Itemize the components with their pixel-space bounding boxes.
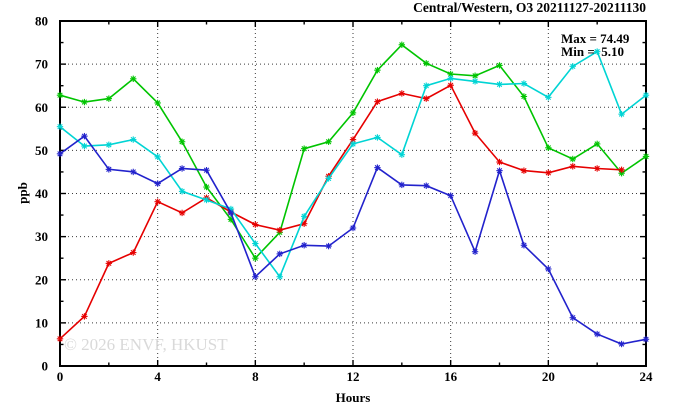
x-tick-label: 24 <box>640 369 654 384</box>
series-cyan <box>56 48 650 280</box>
y-tick-label: 40 <box>35 186 48 201</box>
y-axis-label: ppb <box>15 182 30 204</box>
series-red-markers <box>56 82 625 343</box>
series-blue-line <box>59 134 647 345</box>
gridlines <box>60 21 646 366</box>
y-tick-label: 60 <box>35 100 48 115</box>
tick-labels: 0 10 20 30 40 50 60 70 80 0 4 8 12 16 20 24 <box>35 14 653 385</box>
min-annotation: Min = 5.10 <box>561 44 624 59</box>
x-tick-label: 0 <box>57 369 64 384</box>
plot-border <box>59 20 647 367</box>
x-axis-label: Hours <box>336 390 371 405</box>
y-tick-label: 50 <box>35 143 48 158</box>
series-red <box>56 82 625 343</box>
y-tick-label: 70 <box>35 57 48 72</box>
chart-title: Central/Western, O3 20211127-20211130 <box>413 0 646 15</box>
chart-generated-layer: 0 10 20 30 40 50 60 70 80 0 4 8 12 16 20 24 <box>35 14 653 385</box>
max-annotation: Max = 74.49 <box>561 31 630 46</box>
watermark-text: © 2026 ENVF, HKUST <box>64 335 228 354</box>
y-tick-label: 30 <box>35 229 48 244</box>
y-tick-label: 10 <box>35 315 48 330</box>
y-tick-label: 80 <box>35 14 48 29</box>
series-blue <box>56 132 650 348</box>
y-tick-label: 0 <box>42 359 49 374</box>
y-tick-label: 20 <box>35 272 48 287</box>
series-red-line <box>59 84 622 340</box>
series-cyan-markers <box>56 48 650 280</box>
x-tick-label: 16 <box>444 369 458 384</box>
x-tick-label: 20 <box>542 369 555 384</box>
x-tick-label: 8 <box>252 369 259 384</box>
x-tick-label: 4 <box>154 369 161 384</box>
series-blue-markers <box>56 132 650 348</box>
x-tick-label: 12 <box>347 369 360 384</box>
series-green <box>56 41 650 262</box>
